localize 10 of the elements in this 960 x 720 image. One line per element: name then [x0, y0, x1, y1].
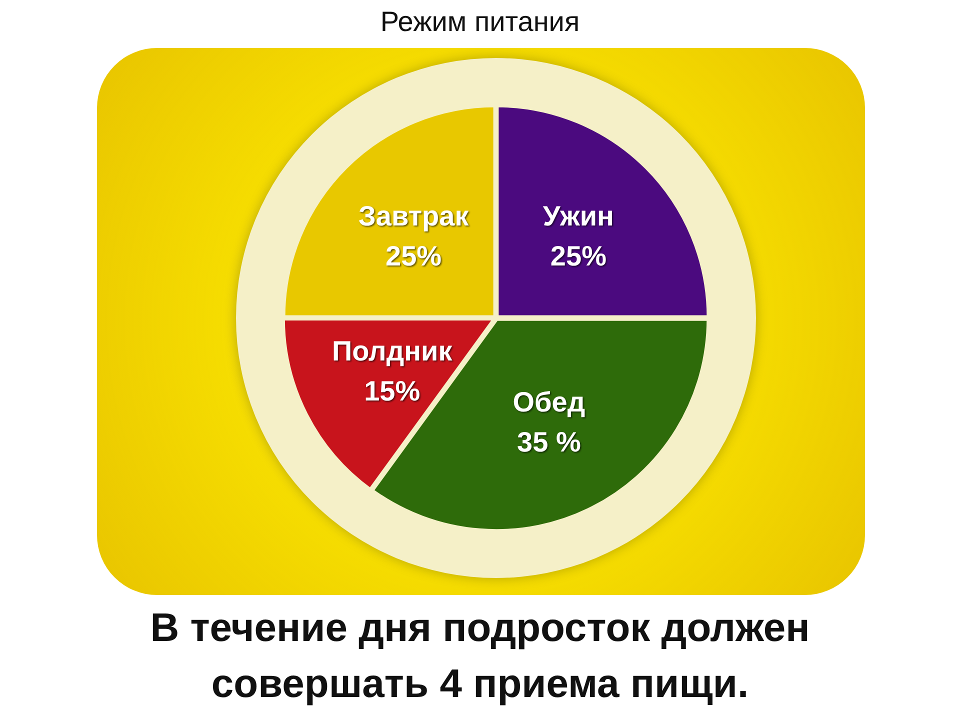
data-label: 35 % — [517, 426, 581, 458]
data-label: 25% — [550, 240, 607, 272]
slice-label: Обед — [512, 386, 586, 418]
text: В течение дня подросток должен совершать 4 приема пищи. — [149, 605, 811, 708]
data-label: 15% — [364, 376, 420, 407]
slice-label: Ужин — [542, 200, 614, 232]
data-label: 25% — [386, 240, 442, 272]
chart-title: Режим питания — [379, 6, 581, 38]
slice-label: Завтрак — [358, 200, 470, 232]
slice-label: Полдник — [332, 336, 454, 367]
